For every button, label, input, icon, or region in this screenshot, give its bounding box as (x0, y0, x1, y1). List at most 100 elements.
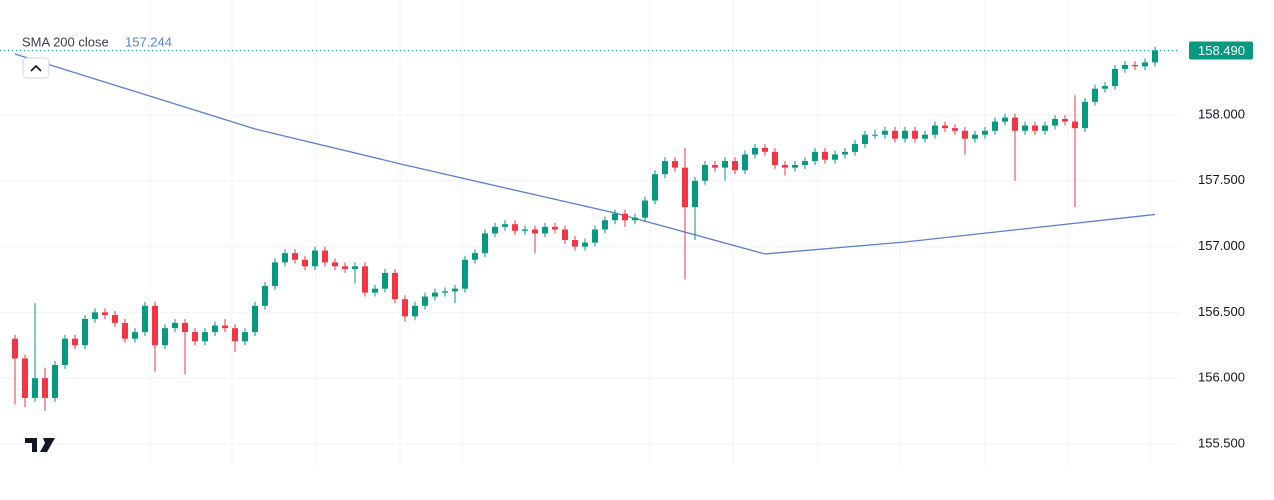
candle-body (482, 233, 488, 254)
candle-body (1142, 62, 1148, 67)
last-price-label: 158.490 (1198, 43, 1245, 58)
candle-body (172, 322, 178, 329)
candle-body (1062, 118, 1068, 122)
candle-body (522, 229, 528, 231)
candle-body (722, 161, 728, 168)
candle-body (302, 259, 308, 267)
candle-body (972, 134, 978, 139)
vertical-grid (149, 0, 1151, 465)
candle-body (792, 165, 798, 168)
candle-body (832, 154, 838, 160)
candle-body (1112, 68, 1118, 87)
last-price-badge (1189, 41, 1253, 60)
candle-body (662, 161, 668, 175)
candle-body (612, 213, 618, 221)
candle-body (622, 213, 628, 221)
horizontal-grid (0, 114, 1180, 445)
candle-body (22, 358, 28, 398)
candle-body (272, 262, 278, 287)
candle-body (782, 165, 788, 168)
candle-body (752, 147, 758, 155)
candle-body (102, 312, 108, 315)
candle-body (342, 266, 348, 269)
candle-body (222, 325, 228, 329)
candle-body (422, 296, 428, 306)
candle-body (412, 305, 418, 317)
indicator-name: SMA 200 close (22, 34, 109, 49)
candle-body (762, 147, 768, 152)
candle-body (382, 272, 388, 289)
candle-body (562, 229, 568, 240)
candle-body (862, 134, 868, 144)
candle-body (702, 165, 708, 181)
candle-body (312, 250, 318, 267)
candle-body (162, 328, 168, 346)
candle-body (922, 134, 928, 139)
candle-body (432, 292, 438, 297)
candle-body (812, 151, 818, 162)
candle-body (282, 253, 288, 263)
candle-body (152, 305, 158, 346)
candle-body (292, 253, 298, 260)
y-tick-label: 155.500 (1198, 435, 1245, 450)
candle-body (992, 121, 998, 131)
candle-body (492, 226, 498, 234)
candle-body (192, 332, 198, 342)
button-frame[interactable] (22, 57, 50, 79)
candle-body (502, 224, 508, 227)
candle-body (652, 174, 658, 201)
candle-body (112, 315, 118, 323)
candle-body (92, 312, 98, 319)
collapse-button[interactable] (22, 57, 50, 79)
y-tick-label: 156.000 (1198, 370, 1245, 385)
indicator-value: 157.244 (125, 34, 172, 49)
candle-body (52, 365, 58, 398)
candle-body (872, 134, 878, 136)
candle-body (72, 338, 78, 346)
sma-line (14, 53, 1156, 255)
candle-body (1132, 65, 1138, 67)
candle-body (932, 125, 938, 135)
candle-body (882, 130, 888, 135)
candle-body (1002, 117, 1008, 122)
candle-body (1152, 50, 1158, 63)
candle-body (1122, 65, 1128, 69)
candle-body (32, 378, 38, 398)
candle-body (62, 338, 68, 365)
candle-body (362, 266, 368, 293)
candle-body (892, 130, 898, 139)
chevron-icon (30, 64, 42, 72)
candle-body (232, 328, 238, 342)
candle-body (202, 332, 208, 342)
candle-body (142, 305, 148, 333)
candle-body (1052, 118, 1058, 126)
candle-body (1092, 88, 1098, 102)
candle-body (842, 151, 848, 155)
logo (25, 438, 55, 452)
candle-body (392, 272, 398, 300)
y-tick-label: 157.500 (1198, 172, 1245, 187)
candle-body (682, 167, 688, 208)
candle-body (512, 224, 518, 231)
candle-body (442, 291, 448, 293)
candle-body (1032, 125, 1038, 131)
candle-body (182, 322, 188, 333)
candle-body (132, 332, 138, 339)
candle-body (532, 229, 538, 234)
candle-body (632, 217, 638, 221)
candle-body (912, 130, 918, 139)
candle-body (962, 130, 968, 139)
y-tick-label: 157.000 (1198, 238, 1245, 253)
candle-body (712, 165, 718, 168)
candle-body (402, 299, 408, 317)
candle-body (212, 325, 218, 333)
candle-body (242, 332, 248, 342)
candle-body (452, 288, 458, 292)
y-tick-label: 158.000 (1198, 106, 1245, 121)
candle-body (852, 143, 858, 152)
candle-body (12, 338, 18, 359)
plot (12, 46, 1158, 412)
candle-body (352, 266, 358, 269)
candle-body (642, 200, 648, 218)
candle-body (1012, 117, 1018, 131)
